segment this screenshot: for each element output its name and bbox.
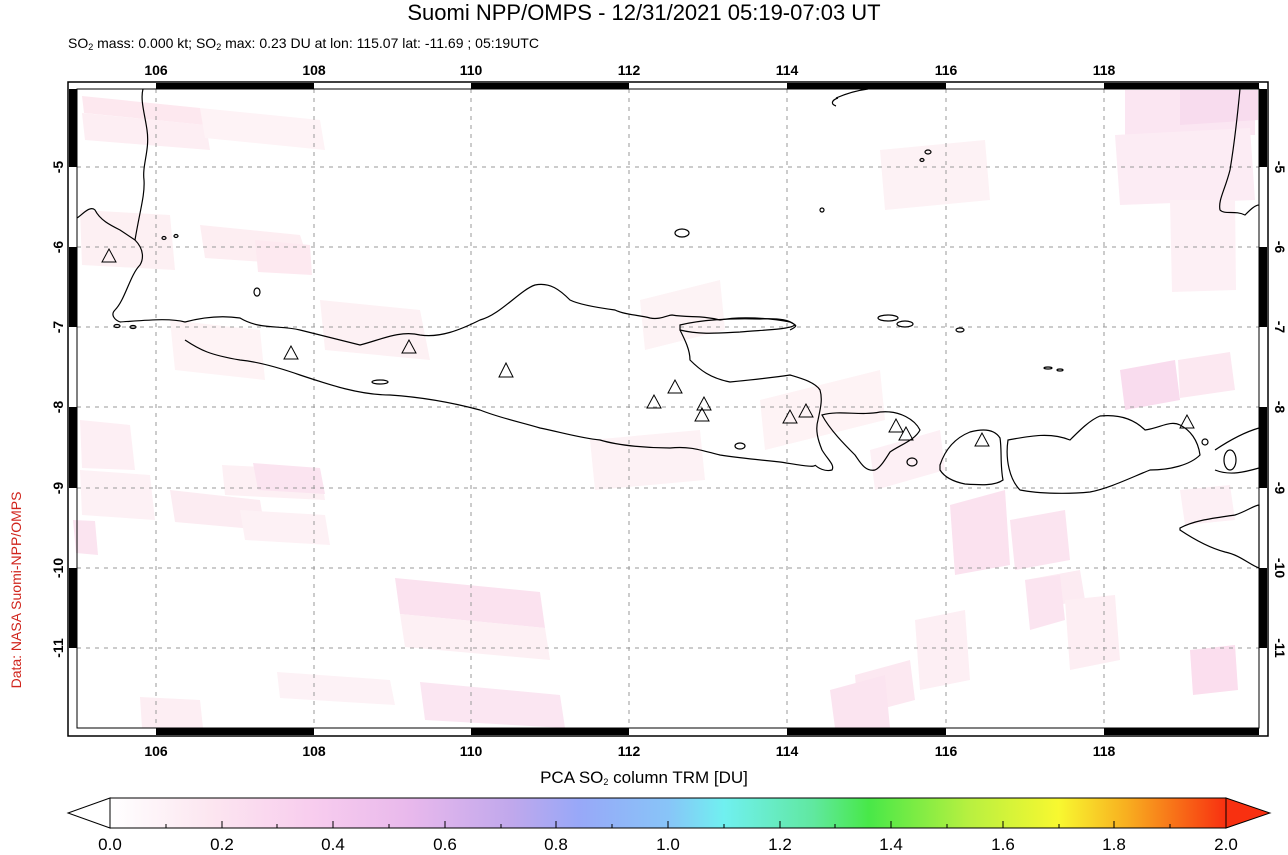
lon-label-bottom: 118 (1092, 743, 1116, 759)
lon-label-bottom: 110 (459, 743, 483, 759)
lat-label-left: -11 (48, 633, 68, 663)
lat-label-left: -10 (48, 553, 68, 583)
summary-subscript: 2 (216, 42, 222, 52)
lon-label-top: 110 (459, 62, 483, 78)
colorbar-title-subscript: 2 (603, 777, 609, 787)
lon-label-top: 118 (1092, 62, 1116, 78)
lon-label-bottom: 108 (302, 743, 326, 759)
lat-text: -6 (50, 240, 66, 254)
lon-label-top: 112 (617, 62, 641, 78)
lat-text: -6 (1272, 240, 1288, 254)
summary-text: max: 0.23 DU at lon: 115.07 lat: -11.69 … (221, 35, 539, 51)
lat-label-right: -9 (1270, 473, 1288, 503)
lat-label-right: -11 (1270, 633, 1288, 663)
lat-text: -7 (1272, 320, 1288, 334)
summary-text: SO (68, 35, 89, 51)
lon-label-top: 108 (302, 62, 326, 78)
lat-label-left: -9 (48, 473, 68, 503)
colorbar-label: 2.0 (1214, 835, 1238, 854)
colorbar-title-text: column TRM [DU] (608, 768, 748, 787)
lat-text: -8 (1272, 400, 1288, 414)
lat-label-left: -6 (48, 232, 68, 262)
lat-label-right: -5 (1270, 152, 1288, 182)
lat-text: -7 (50, 320, 66, 334)
so2-summary: SO2 mass: 0.000 kt; SO2 max: 0.23 DU at … (68, 34, 539, 56)
lat-text: -10 (1272, 557, 1288, 579)
colorbar-label: 1.4 (879, 835, 903, 854)
colorbar-label: 0.0 (98, 835, 122, 854)
lat-label-left: -5 (48, 152, 68, 182)
lat-text: -9 (1272, 481, 1288, 495)
lat-text: -9 (50, 481, 66, 495)
lat-label-right: -8 (1270, 392, 1288, 422)
coastlines (76, 88, 1260, 569)
colorbar-title: PCA SO2 column TRM [DU] (0, 768, 1288, 788)
volcano-markers (101, 247, 1195, 447)
summary-text: mass: 0.000 kt; SO (93, 35, 217, 51)
lat-text: -11 (50, 638, 66, 658)
lon-label-top: 116 (934, 62, 958, 78)
colorbar-label: 0.6 (433, 835, 457, 854)
lat-label-right: -6 (1270, 232, 1288, 262)
lon-label-top: 114 (775, 62, 799, 78)
map-frame (67, 81, 1269, 737)
lat-text: -8 (50, 400, 66, 414)
colorbar-label: 1.8 (1102, 835, 1126, 854)
colorbar-label: 0.8 (544, 835, 568, 854)
lon-label-bottom: 114 (775, 743, 799, 759)
summary-subscript: 2 (88, 42, 94, 52)
lat-label-left: -8 (48, 392, 68, 422)
colorbar (66, 797, 1272, 829)
lat-label-right: -10 (1270, 553, 1288, 583)
colorbar-label: 1.6 (991, 835, 1015, 854)
lat-label-right: -7 (1270, 312, 1288, 342)
colorbar-label: 0.2 (210, 835, 234, 854)
lon-label-bottom: 106 (144, 743, 168, 759)
lat-text: -5 (50, 160, 66, 174)
lon-label-bottom: 116 (934, 743, 958, 759)
lon-label-bottom: 112 (617, 743, 641, 759)
colorbar-label: 1.0 (656, 835, 680, 854)
map-title: Suomi NPP/OMPS - 12/31/2021 05:19-07:03 … (407, 0, 881, 25)
lon-label-top: 106 (144, 62, 168, 78)
colorbar-label: 1.2 (768, 835, 792, 854)
lat-text: -10 (50, 557, 66, 579)
graticule (77, 89, 1259, 728)
colorbar-label: 0.4 (321, 835, 345, 854)
so2-pixels (73, 90, 1258, 728)
lat-text: -11 (1272, 638, 1288, 658)
lat-text: -5 (1272, 160, 1288, 174)
colorbar-title-text: PCA SO (540, 768, 604, 787)
lat-label-left: -7 (48, 312, 68, 342)
